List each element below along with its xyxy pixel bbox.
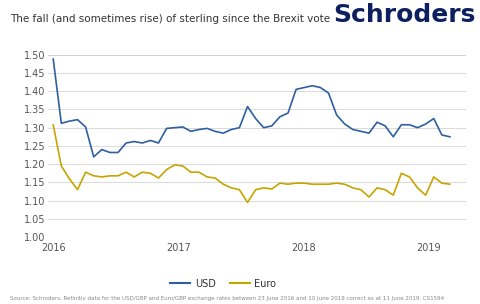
Text: Source: Schroders, Refinitiv data for the USD/GBP and Euro/GBP exchange rates be: Source: Schroders, Refinitiv data for th… — [10, 296, 444, 301]
Legend: USD, Euro: USD, Euro — [167, 275, 280, 292]
Text: Schroders: Schroders — [333, 3, 475, 27]
Text: The fall (and sometimes rise) of sterling since the Brexit vote: The fall (and sometimes rise) of sterlin… — [10, 14, 330, 24]
